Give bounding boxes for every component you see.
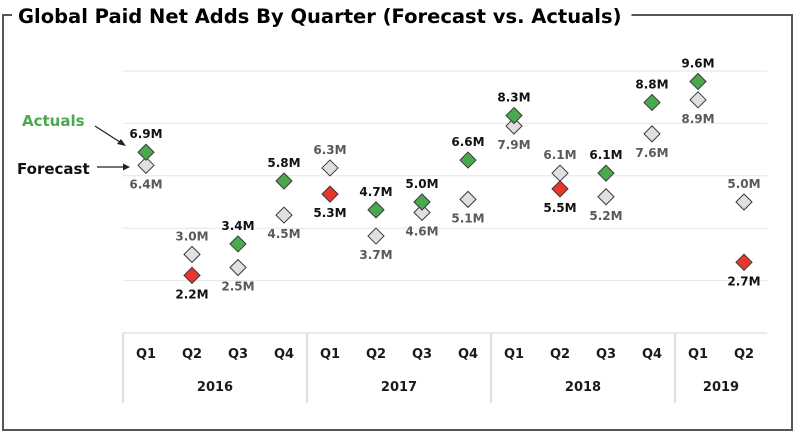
actual-point	[413, 193, 431, 211]
actual-point	[689, 72, 707, 91]
actual-data-label: 4.7M	[359, 185, 392, 199]
actual-point	[275, 172, 293, 190]
year-tick-label: 2016	[197, 380, 233, 395]
frame-border	[2, 14, 793, 431]
gridlines	[123, 70, 767, 282]
forecast-data-label: 6.3M	[313, 143, 346, 157]
quarter-tick-label: Q1	[136, 347, 156, 362]
actual-point	[505, 106, 523, 125]
quarter-tick-label: Q4	[642, 347, 662, 362]
forecast-data-label: 5.2M	[589, 209, 622, 223]
actual-data-label: 9.6M	[681, 56, 714, 70]
forecast-data-label: 4.5M	[267, 227, 300, 241]
year-tick-label: 2019	[703, 380, 739, 395]
x-axis: Q1 Q2 Q3 Q4 Q1 Q2 Q3 Q4 Q1 Q2 Q3 Q4 Q1 Q2 2016 2017 2018…	[122, 332, 767, 403]
forecast-point	[367, 227, 385, 245]
actual-point	[229, 235, 247, 253]
actual-data-label: 5.8M	[267, 156, 300, 170]
forecast-point	[735, 193, 753, 211]
quarter-tick-label: Q2	[550, 347, 570, 362]
actual-point	[183, 266, 201, 285]
actual-data-label: 2.2M	[175, 287, 208, 301]
legend-forecast-label: Forecast	[17, 160, 90, 178]
actual-point	[551, 180, 569, 198]
quarter-tick-label: Q2	[366, 347, 386, 362]
actual-point	[459, 151, 477, 169]
quarter-tick-label: Q3	[596, 347, 616, 362]
forecast-point	[183, 245, 201, 264]
actual-data-label: 6.9M	[129, 127, 162, 141]
actual-point	[321, 185, 339, 203]
forecast-data-label: 8.9M	[681, 112, 714, 126]
quarter-tick-label: Q1	[504, 347, 524, 362]
forecast-data-label: 7.9M	[497, 138, 530, 152]
year-tick-label: 2017	[381, 380, 417, 395]
quarter-tick-label: Q1	[688, 347, 708, 362]
actual-data-label: 8.3M	[497, 91, 530, 105]
forecast-point	[275, 206, 293, 224]
forecast-point	[459, 190, 477, 209]
forecast-point	[643, 125, 661, 143]
arrow-to-actuals-icon	[94, 125, 126, 146]
data-marks: 6.9M 6.4M 2.2M 3.0M 3.4M 2.5M 5.8M 4.5M 5.3M 6.3M…	[129, 56, 760, 301]
quarter-tick-label: Q4	[274, 347, 294, 362]
actual-data-label: 5.5M	[543, 201, 576, 215]
quarter-tick-label: Q3	[412, 347, 432, 362]
forecast-point	[505, 117, 523, 135]
forecast-point	[137, 156, 155, 175]
quarter-tick-label: Q1	[320, 347, 340, 362]
forecast-data-label: 2.5M	[221, 280, 254, 294]
actual-point	[367, 201, 385, 219]
quarter-tick-label: Q3	[228, 347, 248, 362]
quarter-tick-label: Q2	[734, 347, 754, 362]
forecast-point	[229, 258, 247, 277]
legend-actuals-label: Actuals	[22, 112, 85, 130]
actual-data-label: 3.4M	[221, 219, 254, 233]
quarter-tick-label: Q2	[182, 347, 202, 362]
forecast-point	[597, 188, 615, 206]
actual-data-label: 8.8M	[635, 77, 668, 91]
actual-point	[735, 253, 753, 271]
actual-data-label: 6.6M	[451, 135, 484, 149]
arrow-to-forecast-icon	[97, 163, 130, 171]
forecast-data-label: 3.0M	[175, 229, 208, 243]
forecast-data-label: 6.4M	[129, 177, 162, 191]
forecast-data-label: 4.6M	[405, 224, 438, 238]
actual-data-label: 6.1M	[589, 148, 622, 162]
actual-point	[137, 143, 155, 161]
actual-data-label: 2.7M	[727, 274, 760, 288]
forecast-point	[321, 159, 339, 177]
forecast-data-label: 3.7M	[359, 248, 392, 262]
chart-frame	[2, 14, 793, 431]
forecast-data-label: 5.1M	[451, 211, 484, 225]
actual-point	[643, 93, 661, 112]
forecast-data-label: 7.6M	[635, 146, 668, 160]
forecast-data-label: 6.1M	[543, 148, 576, 162]
forecast-point	[413, 203, 431, 222]
forecast-data-label: 5.0M	[727, 177, 760, 191]
quarter-tick-label: Q4	[458, 347, 478, 362]
year-tick-label: 2018	[565, 380, 601, 395]
forecast-point	[551, 164, 569, 182]
actual-data-label: 5.0M	[405, 177, 438, 191]
actual-data-label: 5.3M	[313, 206, 346, 220]
actual-point	[597, 164, 615, 182]
chart-title: Global Paid Net Adds By Quarter (Forecas…	[18, 5, 622, 28]
forecast-point	[689, 91, 707, 109]
legend: Actuals Forecast	[17, 112, 130, 178]
